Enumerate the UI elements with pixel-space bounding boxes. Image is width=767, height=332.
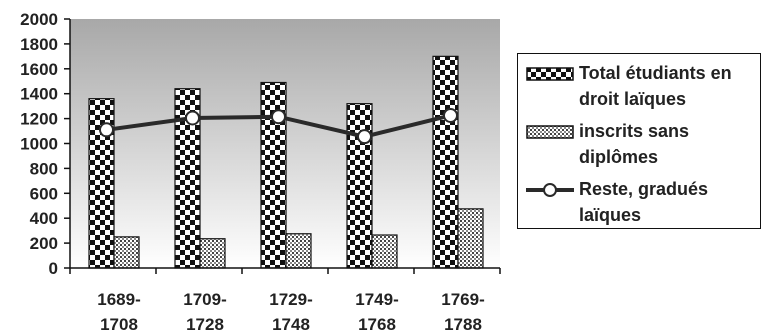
y-tick-label: 600 [30,184,58,203]
bar-inscrits [285,233,312,269]
legend: Total étudiants en droit laïques inscrit… [517,53,761,229]
bar-inscrits [457,208,484,269]
x-tick-label-line: 1748 [272,315,310,332]
bar-total [346,103,373,269]
line-circle-icon [526,183,574,197]
line-point [185,110,200,126]
x-tick-label-line: 1729- [269,290,312,309]
bar-total [432,55,459,269]
line-point [271,109,286,125]
bar-inscrits [199,238,226,269]
x-tick-label-line: 1709- [183,290,226,309]
x-tick-label-line: 1769- [441,290,484,309]
x-tick-label: 1769- 1788 [441,290,484,332]
x-tick-label-line: 1768 [358,315,396,332]
y-tick-label: 1200 [20,110,58,129]
legend-label-inscrits: inscrits sans diplômes [579,121,690,167]
y-axis: 0 200 400 600 800 1000 1200 1400 1600 1800 2000 [20,10,71,278]
bar-inscrits [371,234,398,269]
legend-label-reste: Reste, gradués laïques [579,179,709,225]
x-tick-label-line: 1728 [186,315,224,332]
y-tick-label: 1400 [20,85,58,104]
crosshatch-icon [526,125,574,139]
y-tick-label: 0 [49,259,58,278]
x-tick-label: 1709- 1728 [183,290,226,332]
y-tick-label: 2000 [20,10,58,29]
checkerboard-icon [526,67,574,81]
y-tick-label: 200 [30,234,58,253]
line-point [99,122,114,138]
x-tick-label-line: 1749- [355,290,398,309]
line-point [443,107,458,123]
y-tick-label: 800 [30,159,58,178]
x-tick-label: 1749- 1768 [355,290,398,332]
y-tick-label: 1600 [20,60,58,79]
x-tick-label-line: 1689- [97,290,140,309]
x-axis: 1689- 1708 1709- 1728 1729- 1748 1749- 1768 1769… [69,267,501,332]
series-line [99,107,458,145]
legend-label-total: Total étudiants en droit laïques [579,63,732,109]
bar-inscrits [113,236,140,269]
x-tick-label: 1689- 1708 [97,290,140,332]
x-tick-label-line: 1788 [444,315,482,332]
y-tick-label: 1000 [20,135,58,154]
y-tick-label: 1800 [20,35,58,54]
x-tick-label-line: 1708 [100,315,138,332]
y-tick-label: 400 [30,209,58,228]
line-point [357,129,372,145]
x-tick-label: 1729- 1748 [269,290,312,332]
